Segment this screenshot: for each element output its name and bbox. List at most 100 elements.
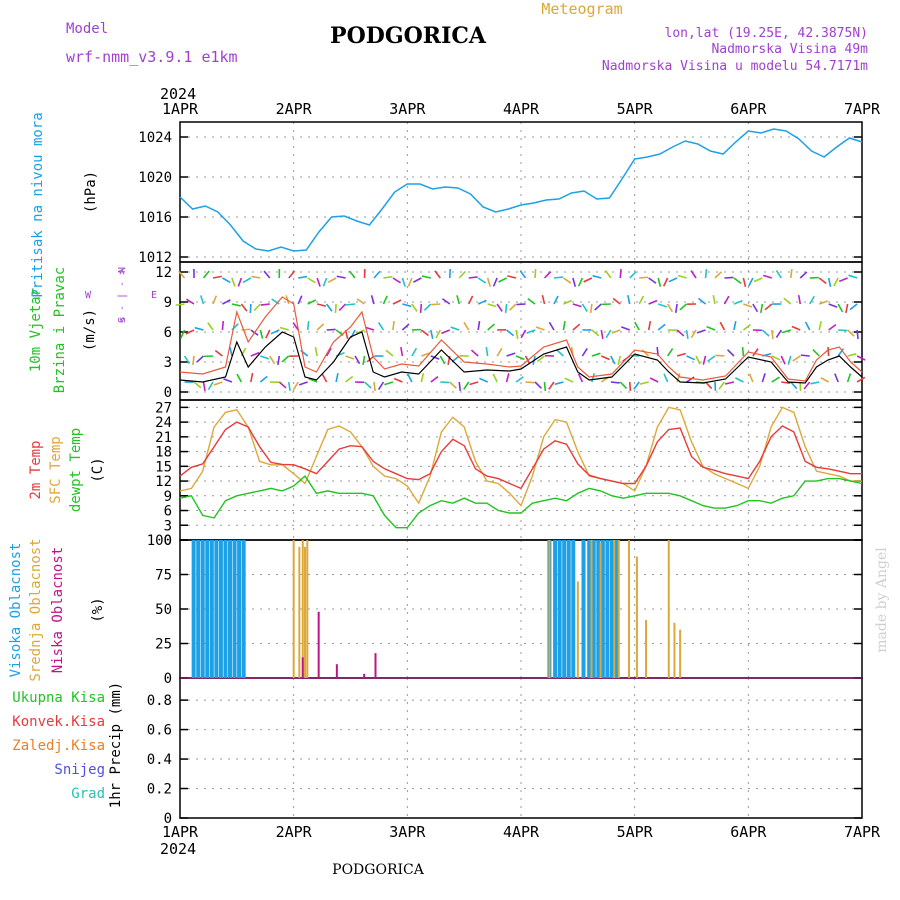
wind-barb	[407, 373, 413, 383]
wind-barb	[771, 376, 780, 383]
wind-barb	[183, 355, 191, 365]
model-label: Model	[66, 21, 108, 37]
wind-barb	[222, 277, 231, 284]
compass-east: E	[151, 290, 157, 301]
wind-barb	[288, 270, 296, 279]
pressure-ytick-label: 1012	[138, 250, 172, 266]
wind-barb	[771, 355, 781, 361]
wind-barb	[581, 303, 588, 313]
wind-barb	[726, 349, 735, 357]
wind-barb	[175, 303, 185, 307]
wind-barb	[764, 303, 773, 311]
wind-barb	[563, 299, 573, 305]
wind-ytick-label: 3	[164, 355, 172, 371]
wind-barb	[676, 352, 686, 357]
wind-barb	[657, 303, 667, 308]
wind-barb	[212, 275, 222, 279]
compass-north: N	[117, 267, 128, 273]
cloud-high-bar	[191, 540, 196, 678]
cloud-mid-bar	[673, 622, 676, 678]
plot-layer: 1012101610201024036912036912151821242702…	[138, 100, 881, 841]
precip-panel: 0 0.2 0.4 0.6 0.8	[147, 677, 863, 827]
wind-barb	[562, 320, 566, 331]
cloud-ytick-label: 100	[147, 533, 172, 549]
precip-ukupna: Ukupna Kisa	[12, 690, 105, 706]
day-label-bottom: 7APR	[844, 823, 881, 841]
wind-barb	[696, 329, 706, 334]
wind-barb	[847, 353, 857, 357]
wind-barb	[463, 381, 470, 390]
pressure-frame	[179, 121, 863, 263]
wind-barb	[648, 277, 657, 284]
temp-ytick-label: 12	[155, 474, 172, 490]
cloud-ytick-label: 50	[155, 602, 172, 618]
wind-barb	[383, 275, 393, 279]
wind-barb	[534, 268, 537, 279]
wind-barb	[619, 381, 628, 390]
wind-barb	[572, 323, 581, 331]
cloud-low-bar	[317, 611, 320, 678]
wind-barb	[392, 320, 395, 331]
wind-barb	[663, 277, 669, 287]
wind-barb	[260, 303, 270, 306]
wind-barb	[735, 377, 744, 383]
wind-barb	[411, 303, 418, 312]
wind-label-2: Brzina i Pravac	[52, 267, 68, 393]
wind-barb	[856, 355, 866, 361]
compass-west: W	[85, 290, 92, 301]
wind-barb	[520, 329, 527, 339]
wind-barb	[639, 276, 649, 279]
wind-barb	[677, 274, 687, 279]
wind-barb	[838, 277, 848, 283]
wind-barb	[577, 277, 584, 287]
cloud-mid-bar	[576, 581, 579, 678]
wind-barb	[325, 303, 333, 312]
wind-barb	[583, 277, 593, 283]
day-label-top: 1APR	[162, 100, 199, 118]
day-label-bottom: 4APR	[503, 823, 540, 841]
wind-barb	[419, 303, 423, 314]
wind-barb	[666, 303, 674, 313]
wind-barb	[742, 277, 747, 287]
wind-ytick-label: 6	[164, 325, 172, 341]
wind-barb	[752, 303, 759, 313]
wind-barb	[856, 329, 859, 340]
wind-barb	[771, 329, 774, 340]
wind-barb	[449, 381, 457, 389]
wind-barb	[515, 355, 525, 361]
wind-barb	[421, 352, 431, 357]
wind-barb	[269, 355, 276, 365]
temp-ytick-label: 27	[155, 400, 172, 416]
wind-barb	[194, 326, 204, 331]
wind-ytick-label: 0	[164, 385, 172, 401]
wind-barb	[335, 373, 339, 383]
wind-barb	[601, 355, 610, 361]
wind-barb	[486, 277, 492, 287]
wind-barb	[306, 320, 310, 331]
wind-barb	[562, 277, 572, 284]
cloud-mid-bar	[667, 540, 670, 678]
wind-barb	[214, 349, 223, 357]
cloud-low-bar	[301, 657, 304, 678]
model-elevation-text: Nadmorska Visina u modelu 54.7171m	[602, 59, 868, 74]
wind-barb	[373, 270, 381, 279]
wind-barb	[322, 277, 328, 287]
precip-ytick-label: 0.2	[147, 782, 172, 798]
wind-barb	[487, 323, 495, 331]
day-label-bottom: 3APR	[389, 823, 426, 841]
wind-barb	[799, 271, 808, 279]
day-label-top: 4APR	[503, 100, 540, 118]
wind-barb	[564, 377, 574, 383]
wind-barb	[298, 381, 308, 386]
precip-snijeg: Snijeg	[54, 762, 105, 778]
wind-barb	[440, 381, 450, 384]
cloud-high-bar	[562, 540, 567, 678]
wind-barb	[307, 277, 316, 284]
wind-barb	[506, 352, 516, 357]
wind-barb	[690, 329, 697, 339]
day-label-bottom: 2APR	[276, 823, 313, 841]
wind-barb	[519, 270, 527, 279]
cloud-high-bar	[237, 540, 242, 678]
wind-barb	[180, 329, 186, 339]
wind-compass: N < - | - > S W E	[85, 267, 157, 323]
